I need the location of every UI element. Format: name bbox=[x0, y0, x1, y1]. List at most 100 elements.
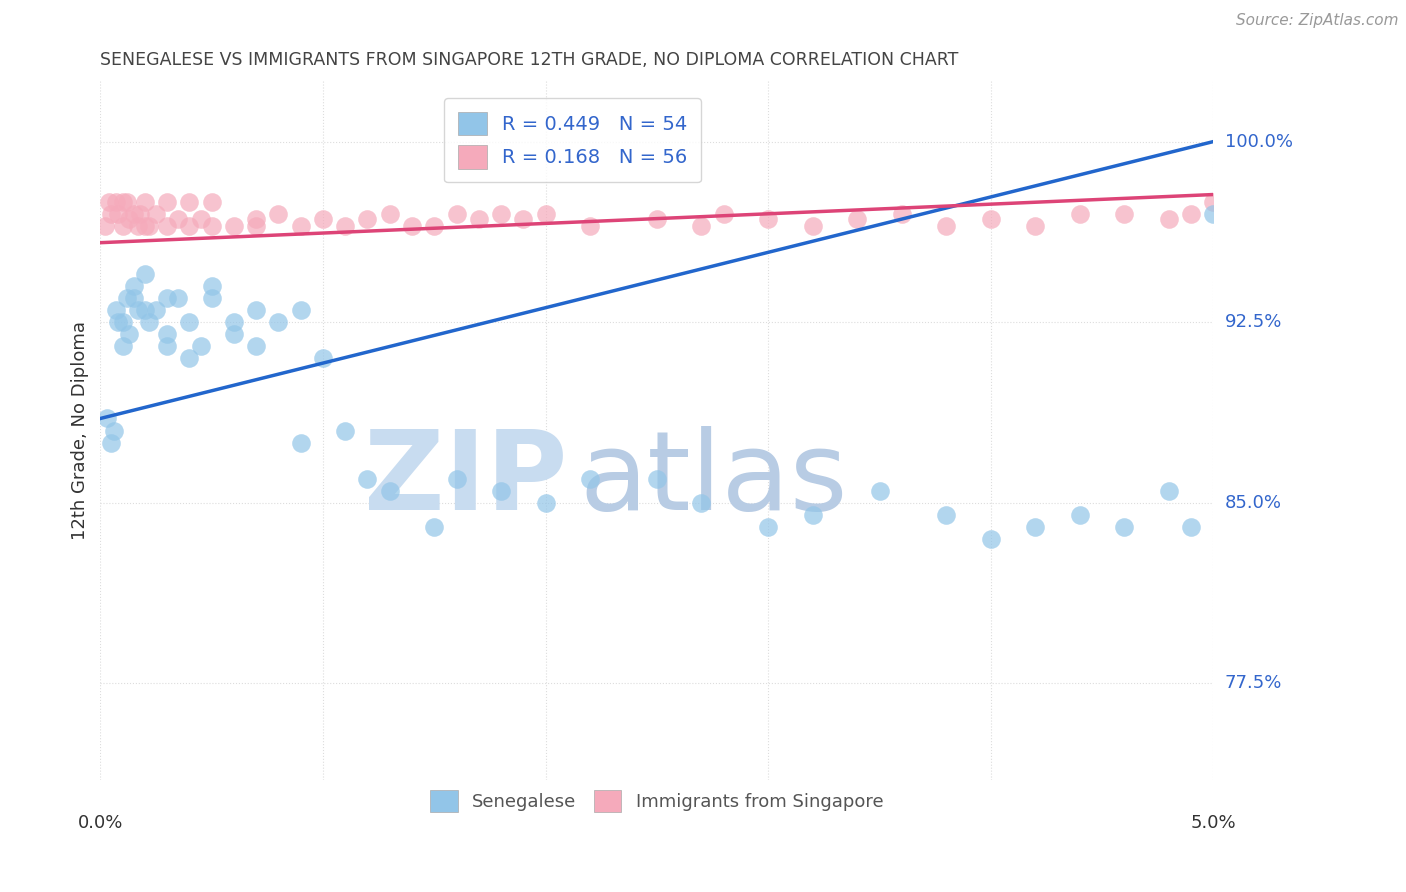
Point bbox=[534, 496, 557, 510]
Legend: Senegalese, Immigrants from Singapore: Senegalese, Immigrants from Singapore bbox=[423, 783, 890, 820]
Point bbox=[356, 472, 378, 486]
Point bbox=[1114, 520, 1136, 534]
Point bbox=[378, 207, 401, 221]
Point bbox=[245, 303, 267, 318]
Point bbox=[156, 291, 179, 305]
Point bbox=[94, 219, 117, 233]
Point bbox=[890, 207, 912, 221]
Text: atlas: atlas bbox=[579, 425, 848, 533]
Text: 100.0%: 100.0% bbox=[1225, 133, 1292, 151]
Point bbox=[118, 327, 141, 342]
Point bbox=[846, 211, 869, 226]
Text: 77.5%: 77.5% bbox=[1225, 674, 1282, 692]
Point bbox=[138, 315, 160, 329]
Point bbox=[111, 194, 134, 209]
Point bbox=[201, 279, 224, 293]
Point bbox=[756, 520, 779, 534]
Point bbox=[179, 315, 201, 329]
Point bbox=[267, 207, 290, 221]
Point bbox=[100, 435, 122, 450]
Point bbox=[98, 194, 121, 209]
Point bbox=[134, 219, 156, 233]
Point bbox=[167, 291, 190, 305]
Point bbox=[446, 472, 468, 486]
Text: Source: ZipAtlas.com: Source: ZipAtlas.com bbox=[1236, 13, 1399, 29]
Point bbox=[156, 339, 179, 353]
Point bbox=[335, 424, 357, 438]
Point bbox=[222, 327, 245, 342]
Point bbox=[468, 211, 491, 226]
Point bbox=[645, 211, 668, 226]
Point bbox=[201, 291, 224, 305]
Point bbox=[115, 194, 138, 209]
Point bbox=[579, 472, 602, 486]
Point bbox=[127, 219, 149, 233]
Point bbox=[118, 211, 141, 226]
Point bbox=[290, 303, 312, 318]
Point bbox=[111, 339, 134, 353]
Point bbox=[122, 279, 145, 293]
Point bbox=[156, 327, 179, 342]
Point bbox=[190, 211, 212, 226]
Point bbox=[222, 315, 245, 329]
Point bbox=[1069, 508, 1091, 522]
Point bbox=[1202, 207, 1225, 221]
Point bbox=[534, 207, 557, 221]
Point bbox=[489, 483, 512, 498]
Point bbox=[122, 207, 145, 221]
Point bbox=[167, 211, 190, 226]
Point bbox=[1114, 207, 1136, 221]
Point bbox=[111, 315, 134, 329]
Point bbox=[245, 211, 267, 226]
Point bbox=[96, 411, 118, 425]
Point bbox=[104, 303, 127, 318]
Point bbox=[489, 207, 512, 221]
Text: 0.0%: 0.0% bbox=[77, 814, 124, 832]
Point bbox=[935, 508, 957, 522]
Point bbox=[869, 483, 891, 498]
Point bbox=[179, 219, 201, 233]
Point bbox=[312, 211, 335, 226]
Point bbox=[378, 483, 401, 498]
Point bbox=[138, 219, 160, 233]
Point bbox=[201, 194, 224, 209]
Text: 5.0%: 5.0% bbox=[1191, 814, 1236, 832]
Point bbox=[801, 508, 824, 522]
Point bbox=[690, 219, 713, 233]
Point bbox=[134, 303, 156, 318]
Point bbox=[801, 219, 824, 233]
Point bbox=[935, 219, 957, 233]
Point bbox=[267, 315, 290, 329]
Point bbox=[1157, 211, 1180, 226]
Point bbox=[1024, 219, 1046, 233]
Text: 85.0%: 85.0% bbox=[1225, 494, 1282, 512]
Point bbox=[1180, 207, 1202, 221]
Point bbox=[104, 194, 127, 209]
Point bbox=[190, 339, 212, 353]
Point bbox=[145, 207, 167, 221]
Point bbox=[127, 303, 149, 318]
Point bbox=[512, 211, 534, 226]
Point bbox=[145, 303, 167, 318]
Point bbox=[335, 219, 357, 233]
Point bbox=[579, 219, 602, 233]
Point bbox=[423, 520, 446, 534]
Point bbox=[1157, 483, 1180, 498]
Y-axis label: 12th Grade, No Diploma: 12th Grade, No Diploma bbox=[72, 321, 89, 540]
Point bbox=[713, 207, 735, 221]
Point bbox=[290, 435, 312, 450]
Point bbox=[111, 219, 134, 233]
Point bbox=[179, 194, 201, 209]
Point bbox=[446, 207, 468, 221]
Point bbox=[356, 211, 378, 226]
Point bbox=[156, 194, 179, 209]
Point bbox=[222, 219, 245, 233]
Text: 92.5%: 92.5% bbox=[1225, 313, 1282, 331]
Point bbox=[690, 496, 713, 510]
Point bbox=[122, 291, 145, 305]
Point bbox=[423, 219, 446, 233]
Point bbox=[100, 207, 122, 221]
Point bbox=[156, 219, 179, 233]
Point bbox=[103, 424, 125, 438]
Point bbox=[290, 219, 312, 233]
